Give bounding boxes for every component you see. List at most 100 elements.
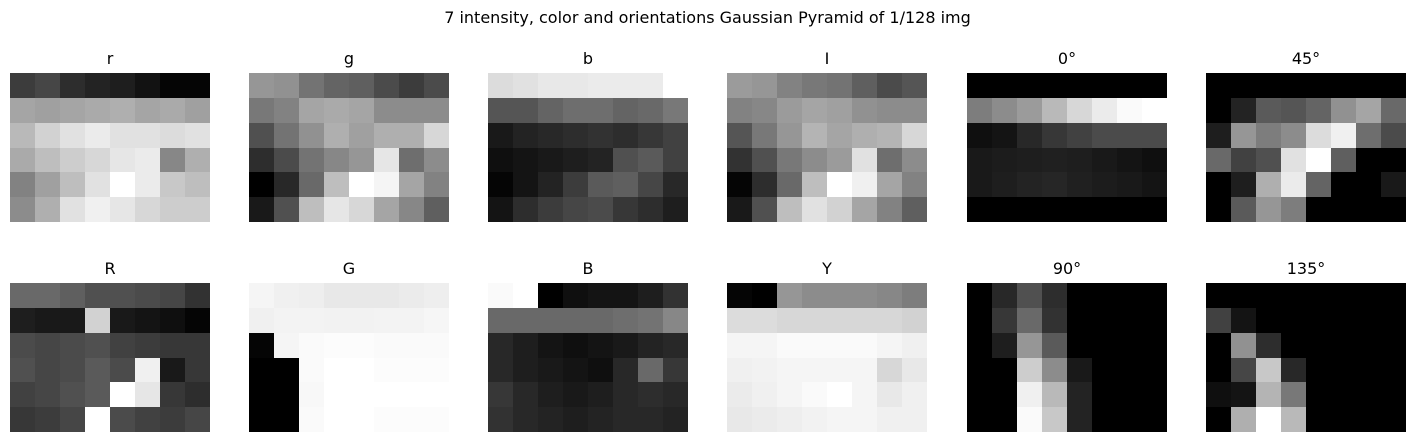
heatmap-cell — [777, 308, 802, 333]
heatmap-cell — [1331, 123, 1356, 148]
heatmap-cell — [185, 308, 210, 333]
heatmap-cell — [1306, 308, 1331, 333]
heatmap-cell — [1231, 197, 1256, 222]
heatmap-cell — [967, 197, 992, 222]
heatmap-cell — [185, 333, 210, 358]
heatmap-cell — [513, 333, 538, 358]
heatmap-cell — [1092, 358, 1117, 382]
heatmap-cell — [1281, 123, 1306, 148]
heatmap-cell — [802, 98, 827, 123]
heatmap-cell — [85, 333, 110, 358]
heatmap-cell — [135, 407, 160, 432]
heatmap-cell — [1067, 197, 1092, 222]
heatmap-cell — [1331, 333, 1356, 358]
heatmap-cell — [1092, 148, 1117, 172]
heatmap-cell — [992, 98, 1017, 123]
heatmap-cell — [992, 333, 1017, 358]
heatmap-cell — [85, 148, 110, 172]
heatmap-cell — [638, 197, 663, 222]
heatmap-cell — [513, 123, 538, 148]
heatmap-cell — [10, 333, 35, 358]
heatmap-cell — [902, 172, 927, 197]
heatmap-cell — [399, 172, 424, 197]
heatmap-cell — [160, 283, 185, 308]
heatmap-cell — [1206, 283, 1231, 308]
heatmap-cell — [160, 407, 185, 432]
heatmap-cell — [802, 333, 827, 358]
heatmap-cell — [249, 358, 274, 382]
heatmap-cell — [10, 283, 35, 308]
heatmap-cell — [1306, 283, 1331, 308]
heatmap-cell — [424, 308, 449, 333]
heatmap-cell — [613, 148, 638, 172]
heatmap-cell — [1331, 358, 1356, 382]
heatmap-cell — [488, 73, 513, 98]
heatmap-cell — [513, 283, 538, 308]
heatmap-cell — [1092, 308, 1117, 333]
heatmap-cell — [185, 283, 210, 308]
heatmap-cell — [349, 73, 374, 98]
heatmap-cell — [852, 283, 877, 308]
heatmap-cell — [1092, 172, 1117, 197]
heatmap-cell — [877, 98, 902, 123]
heatmap-cell — [274, 172, 299, 197]
heatmap-cell — [752, 197, 777, 222]
panel-0: r — [10, 49, 210, 222]
heatmap-cell — [1142, 98, 1167, 123]
heatmap-cell — [488, 333, 513, 358]
heatmap-cell — [1092, 333, 1117, 358]
heatmap-cell — [777, 358, 802, 382]
panel-title: b — [583, 49, 593, 68]
heatmap-cell — [638, 148, 663, 172]
heatmap-cell — [1117, 123, 1142, 148]
heatmap-cell — [110, 148, 135, 172]
heatmap-cell — [513, 197, 538, 222]
heatmap-cell — [1281, 358, 1306, 382]
heatmap-cell — [135, 283, 160, 308]
heatmap-cell — [185, 73, 210, 98]
heatmap-cell — [274, 407, 299, 432]
heatmap-cell — [274, 283, 299, 308]
heatmap-cell — [1356, 358, 1381, 382]
heatmap-cell — [613, 382, 638, 407]
heatmap-cell — [1017, 197, 1042, 222]
heatmap-cell — [399, 283, 424, 308]
heatmap-cell — [1381, 283, 1406, 308]
heatmap-cell — [613, 98, 638, 123]
heatmap-cell — [827, 358, 852, 382]
heatmap-cell — [399, 123, 424, 148]
heatmap-cell — [663, 73, 688, 98]
heatmap-cell — [324, 98, 349, 123]
heatmap-cell — [1381, 382, 1406, 407]
heatmap-cell — [1381, 358, 1406, 382]
heatmap-cell — [135, 333, 160, 358]
heatmap-cell — [185, 358, 210, 382]
heatmap-cell — [563, 197, 588, 222]
panel-9: Y — [727, 259, 927, 432]
heatmap-cell — [638, 172, 663, 197]
heatmap-cell — [10, 407, 35, 432]
heatmap-cell — [638, 283, 663, 308]
heatmap-cell — [110, 197, 135, 222]
heatmap-cell — [85, 407, 110, 432]
heatmap-cell — [967, 148, 992, 172]
heatmap-cell — [1356, 148, 1381, 172]
heatmap-cell — [563, 308, 588, 333]
heatmap-cell — [324, 407, 349, 432]
heatmap-cell — [902, 283, 927, 308]
heatmap-cell — [1256, 197, 1281, 222]
heatmap-cell — [299, 148, 324, 172]
heatmap-cell — [1017, 148, 1042, 172]
heatmap-cell — [852, 197, 877, 222]
heatmap-cell — [877, 197, 902, 222]
heatmap-cell — [424, 98, 449, 123]
heatmap-cell — [852, 172, 877, 197]
heatmap-cell — [249, 197, 274, 222]
heatmap-cell — [1281, 333, 1306, 358]
heatmap-cell — [374, 148, 399, 172]
heatmap-cell — [877, 283, 902, 308]
heatmap-cell — [1231, 382, 1256, 407]
panel-title: 90° — [1053, 259, 1081, 278]
heatmap-cell — [349, 382, 374, 407]
heatmap-cell — [663, 283, 688, 308]
